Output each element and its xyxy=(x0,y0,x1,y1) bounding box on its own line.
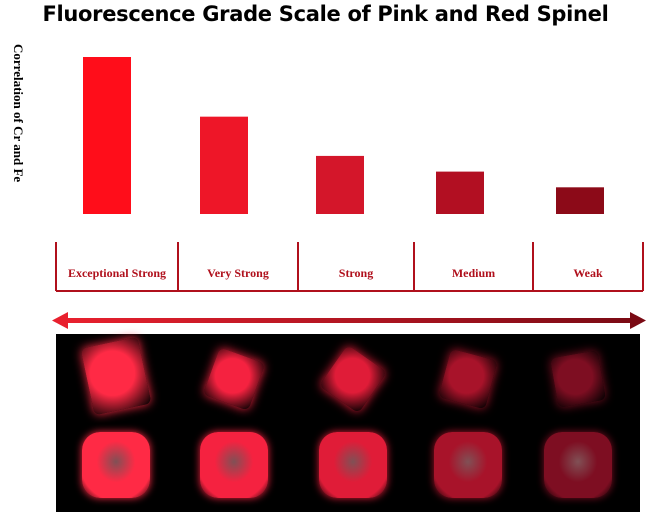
bar-medium xyxy=(436,171,484,214)
bar-chart: Exceptional Strong Very Strong Strong Mediu… xyxy=(52,57,646,329)
spinel-cushion-3 xyxy=(319,432,387,498)
gradient-double-arrow xyxy=(52,312,646,329)
category-label-medium: Medium xyxy=(452,266,495,280)
grade-scale-box: Exceptional Strong Very Strong Strong Mediu… xyxy=(55,242,644,292)
spinel-cushion-1 xyxy=(82,432,150,498)
spinel-cushion-4 xyxy=(434,432,502,498)
y-axis-label: Correlation of Cr and Fe xyxy=(11,44,26,183)
bar-strong xyxy=(316,155,364,214)
spinel-crystal-2 xyxy=(202,347,266,411)
category-label-exceptional-strong: Exceptional Strong xyxy=(68,266,166,280)
spinel-photo-panel xyxy=(56,334,640,512)
spinel-cushion-5 xyxy=(544,432,612,498)
category-label-very-strong: Very Strong xyxy=(207,266,269,280)
category-label-strong: Strong xyxy=(339,266,373,280)
spinel-crystal-4 xyxy=(438,348,498,410)
bar-exceptional-strong xyxy=(83,57,131,214)
spinel-crystal-3 xyxy=(319,344,387,414)
spinel-cushion-2 xyxy=(200,432,268,498)
category-label-weak: Weak xyxy=(573,266,603,280)
spinel-crystal-5 xyxy=(550,350,606,408)
spinel-crystal-1 xyxy=(80,336,152,416)
chart-title: Fluorescence Grade Scale of Pink and Red… xyxy=(42,2,609,26)
bar-very-strong xyxy=(200,116,248,214)
bar-weak xyxy=(556,187,604,214)
